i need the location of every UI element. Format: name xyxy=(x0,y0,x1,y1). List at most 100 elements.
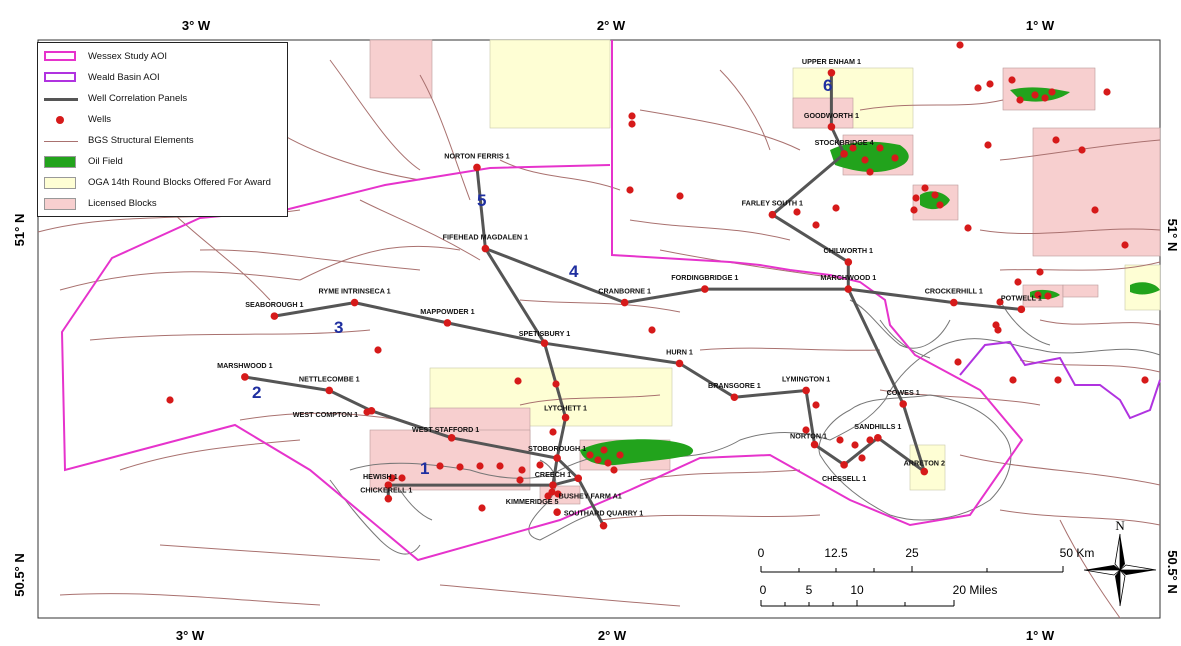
well-marker[interactable] xyxy=(1091,206,1099,214)
well-marker[interactable] xyxy=(1017,305,1026,314)
well-marker[interactable] xyxy=(730,393,739,402)
well-marker[interactable] xyxy=(849,144,857,152)
well-marker[interactable] xyxy=(628,112,636,120)
well-marker[interactable] xyxy=(675,359,684,368)
well-marker[interactable] xyxy=(325,386,334,395)
well-marker[interactable] xyxy=(518,466,526,474)
well-marker[interactable] xyxy=(1121,241,1129,249)
well-marker[interactable] xyxy=(1034,291,1042,299)
well-marker[interactable] xyxy=(912,194,920,202)
well-marker[interactable] xyxy=(476,462,484,470)
well-marker[interactable] xyxy=(874,434,882,442)
well-marker[interactable] xyxy=(481,244,490,253)
well-marker[interactable] xyxy=(536,461,544,469)
well-marker[interactable] xyxy=(1014,278,1022,286)
well-marker[interactable] xyxy=(802,386,810,395)
well-marker[interactable] xyxy=(899,400,907,408)
well-marker[interactable] xyxy=(931,191,939,199)
well-marker[interactable] xyxy=(549,481,557,489)
well-marker[interactable] xyxy=(1103,88,1111,96)
well-marker[interactable] xyxy=(1041,94,1049,102)
well-marker[interactable] xyxy=(986,80,994,88)
well-marker[interactable] xyxy=(827,68,836,77)
well-marker[interactable] xyxy=(802,426,810,434)
well-marker[interactable] xyxy=(1078,146,1086,154)
well-marker[interactable] xyxy=(920,467,929,476)
well-marker[interactable] xyxy=(552,380,560,388)
well-marker[interactable] xyxy=(241,373,249,381)
well-marker[interactable] xyxy=(921,184,929,192)
well-marker[interactable] xyxy=(594,456,602,464)
well-marker[interactable] xyxy=(676,192,684,200)
well-marker[interactable] xyxy=(604,459,612,467)
well-marker[interactable] xyxy=(496,462,504,470)
well-marker[interactable] xyxy=(974,84,982,92)
well-marker[interactable] xyxy=(436,462,444,470)
well-marker[interactable] xyxy=(1054,376,1062,384)
well-marker[interactable] xyxy=(443,319,452,327)
well-marker[interactable] xyxy=(384,481,393,489)
well-marker[interactable] xyxy=(553,508,561,516)
well-marker[interactable] xyxy=(964,224,972,232)
well-marker[interactable] xyxy=(812,221,820,229)
well-marker[interactable] xyxy=(910,206,918,214)
well-marker[interactable] xyxy=(840,461,848,469)
well-marker[interactable] xyxy=(827,123,836,131)
well-marker[interactable] xyxy=(561,413,570,422)
well-marker[interactable] xyxy=(810,440,819,449)
well-marker[interactable] xyxy=(574,474,583,483)
well-marker[interactable] xyxy=(270,312,279,320)
well-marker[interactable] xyxy=(994,326,1002,334)
well-marker[interactable] xyxy=(1036,268,1044,276)
well-marker[interactable] xyxy=(851,441,859,449)
well-marker[interactable] xyxy=(553,454,561,462)
well-marker[interactable] xyxy=(456,463,464,471)
well-marker[interactable] xyxy=(861,156,869,164)
well-marker[interactable] xyxy=(832,204,840,212)
well-marker[interactable] xyxy=(554,490,562,498)
well-marker[interactable] xyxy=(514,377,522,385)
well-marker[interactable] xyxy=(793,208,801,216)
well-marker[interactable] xyxy=(628,120,636,128)
well-marker[interactable] xyxy=(950,298,958,307)
well-marker[interactable] xyxy=(844,258,853,266)
well-marker[interactable] xyxy=(478,504,486,512)
well-marker[interactable] xyxy=(616,451,624,459)
well-marker[interactable] xyxy=(1141,376,1149,384)
well-marker[interactable] xyxy=(1044,292,1052,300)
well-marker[interactable] xyxy=(866,436,874,444)
well-marker[interactable] xyxy=(540,339,549,347)
well-marker[interactable] xyxy=(996,298,1004,306)
well-marker[interactable] xyxy=(549,428,557,436)
well-marker[interactable] xyxy=(648,326,656,334)
well-marker[interactable] xyxy=(1048,88,1056,96)
well-marker[interactable] xyxy=(610,466,618,474)
well-marker[interactable] xyxy=(1008,76,1016,84)
well-marker[interactable] xyxy=(891,154,899,162)
well-marker[interactable] xyxy=(844,285,853,293)
well-marker[interactable] xyxy=(1052,136,1060,144)
well-marker[interactable] xyxy=(166,396,174,404)
well-marker[interactable] xyxy=(473,163,481,172)
well-marker[interactable] xyxy=(1016,96,1024,104)
well-marker[interactable] xyxy=(544,492,552,500)
well-marker[interactable] xyxy=(840,150,848,158)
well-marker[interactable] xyxy=(1031,91,1039,99)
well-marker[interactable] xyxy=(626,186,634,194)
well-marker[interactable] xyxy=(812,401,820,409)
well-marker[interactable] xyxy=(447,434,456,442)
well-marker[interactable] xyxy=(599,521,608,530)
well-marker[interactable] xyxy=(954,358,962,366)
well-marker[interactable] xyxy=(398,474,406,482)
well-marker[interactable] xyxy=(620,298,629,307)
well-marker[interactable] xyxy=(936,201,944,209)
well-marker[interactable] xyxy=(701,285,709,293)
well-marker[interactable] xyxy=(367,406,376,415)
well-marker[interactable] xyxy=(876,144,884,152)
well-marker[interactable] xyxy=(374,346,382,354)
well-marker[interactable] xyxy=(956,41,964,49)
well-marker[interactable] xyxy=(984,141,992,149)
well-marker[interactable] xyxy=(388,474,396,482)
well-marker[interactable] xyxy=(600,446,608,454)
well-marker[interactable] xyxy=(866,168,874,176)
